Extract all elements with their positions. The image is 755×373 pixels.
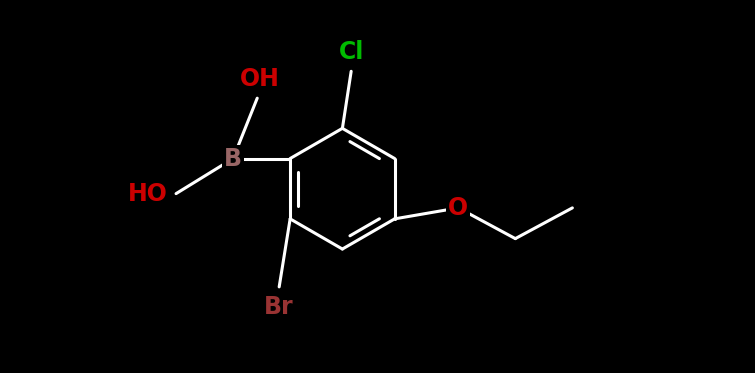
Text: HO: HO (128, 182, 168, 206)
Text: OH: OH (239, 66, 279, 91)
Text: B: B (224, 147, 242, 170)
Text: Cl: Cl (338, 40, 364, 64)
Text: O: O (448, 196, 468, 220)
Text: Br: Br (264, 295, 294, 319)
